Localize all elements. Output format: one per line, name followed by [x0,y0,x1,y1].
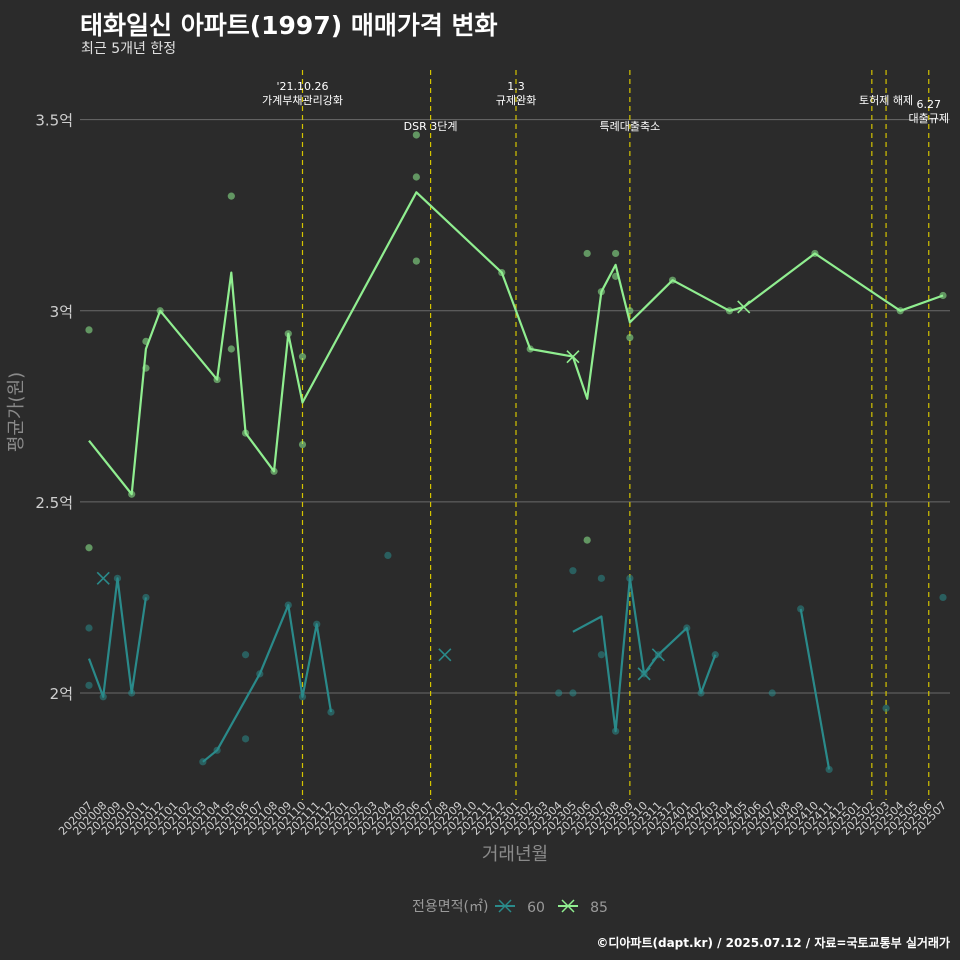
legend-label: 60 [527,900,545,916]
data-point [412,257,420,265]
data-point [412,173,420,181]
data-point [241,651,250,659]
y-axis-title: 평균가(원) [6,372,27,452]
event-label: 토허제 해제 [859,93,913,107]
cancelled-marker [96,571,110,585]
cancelled-marker [737,300,751,314]
y-axis-ticks: 2억 2.5억 3억 3.5억 [35,112,73,703]
data-point [241,735,250,743]
cancelled-stroke [96,571,110,585]
data-point [85,624,93,632]
series-line [202,604,333,763]
event-label: 특례대출축소 [599,120,660,133]
data-point [612,249,620,258]
y-tick-label: 2.5억 [35,494,73,512]
data-point [384,551,392,559]
legend-item-85: 85 [558,899,608,916]
data-point [85,544,93,552]
cancelled-stroke [637,667,651,681]
x-axis-ticks: 2020072020082020092020102020112020122021… [56,799,949,838]
event-label: 6.27 [917,98,942,111]
cancelled-marker [637,667,651,681]
cancelled-stroke [438,648,452,662]
y-tick-label: 2억 [50,685,73,703]
cancelled-marker [438,648,452,662]
series-85 [85,131,947,552]
data-point [583,536,591,544]
y-tick-label: 3.5억 [35,112,73,130]
data-point [555,689,563,697]
legend-marker [561,899,575,913]
series-line [572,577,717,733]
cancelled-marker [566,350,580,364]
data-point [298,353,307,361]
chart-subtitle: 최근 5개년 한정 [81,41,177,57]
data-point [768,689,776,697]
data-point [298,440,307,449]
data-point [626,333,634,342]
legend: 전용면적(㎡) 60 85 [412,899,608,916]
data-point [825,765,833,774]
series-line [87,577,147,698]
data-point [597,651,606,659]
cancelled-stroke [566,350,580,364]
data-point [797,605,805,613]
data-point [227,192,235,200]
gridlines [80,119,950,694]
data-point [412,131,420,139]
cancelled-stroke [737,300,751,314]
series-line [88,191,944,496]
data-point [882,704,890,712]
event-label: DSR 3단계 [404,120,458,133]
legend-marker [498,899,512,913]
data-point [597,574,606,582]
data-point [85,326,93,334]
series-line [799,608,831,770]
event-label: 규제완화 [496,94,536,107]
chart-title: 태화일신 아파트(1997) 매매가격 변화 [80,11,498,40]
series-60 [85,551,947,774]
event-label: 대출규제 [909,112,949,125]
legend-title: 전용면적(㎡) [412,899,488,915]
legend-item-60: 60 [495,899,545,916]
data-point [227,345,235,353]
data-point [85,681,93,689]
y-tick-label: 3억 [50,303,73,321]
event-label: '21.10.26 [276,80,328,93]
source-caption: ©디아파트(dapt.kr) / 2025.07.12 / 자료=국토교통부 실… [596,936,950,950]
series [85,131,947,774]
data-point [939,593,947,602]
data-point [569,689,577,697]
legend-label: 85 [590,900,608,916]
cancelled-marker [651,648,665,662]
data-point [569,567,577,575]
event-label: 1.3 [507,80,525,93]
cancelled-stroke [651,648,665,662]
x-axis-title: 거래년월 [482,844,548,865]
data-point [583,249,591,258]
event-label: 가계부채관리강화 [262,94,343,107]
